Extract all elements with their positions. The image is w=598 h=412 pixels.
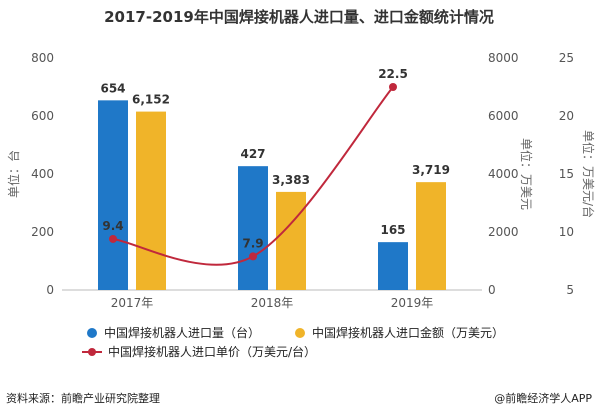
left-axis-title: 单位：台 (6, 150, 21, 198)
x-tick-label: 2017年 (111, 296, 154, 310)
point-unit-price (389, 83, 397, 91)
data-label-quantity: 654 (100, 81, 125, 95)
line-unit-price (112, 86, 394, 266)
bars-layer (98, 100, 446, 290)
data-label-unit-price: 9.4 (102, 219, 123, 233)
bar-import-quantity (378, 242, 408, 290)
labels-layer: 654 6,152 427 3,383 165 3,719 9.4 7.9 22.5 (100, 67, 450, 250)
data-label-amount: 3,383 (272, 173, 310, 187)
brand-note: @前瞻经济学人APP (494, 392, 592, 405)
legend-layer: 中国焊接机器人进口量（台） 中国焊接机器人进口金额（万美元） 中国焊接机器人进口单价… (82, 325, 504, 359)
axes-layer: 020040060080002000400060008000510152025单… (6, 51, 596, 310)
right1-tick-label: 8000 (488, 51, 519, 65)
right1-axis-title: 单位：万美元 (519, 138, 534, 210)
legend-swatch-amount (295, 328, 305, 338)
legend-swatch-quantity (87, 328, 97, 338)
left-tick-label: 600 (31, 109, 54, 123)
legend-label-amount: 中国焊接机器人进口金额（万美元） (312, 325, 504, 340)
x-tick-label: 2019年 (391, 296, 434, 310)
right2-tick-label: 25 (559, 51, 574, 65)
source-note: 资料来源：前瞻产业研究院整理 (6, 392, 160, 405)
left-tick-label: 800 (31, 51, 54, 65)
right2-tick-label: 15 (559, 167, 574, 181)
right1-tick-label: 4000 (488, 167, 519, 181)
left-tick-label: 200 (31, 225, 54, 239)
right2-tick-label: 5 (566, 283, 574, 297)
x-tick-label: 2018年 (251, 296, 294, 310)
chart-title: 2017-2019年中国焊接机器人进口量、进口金额统计情况 (104, 8, 494, 26)
legend-label-quantity: 中国焊接机器人进口量（台） (104, 325, 260, 340)
left-tick-label: 0 (46, 283, 54, 297)
left-tick-label: 400 (31, 167, 54, 181)
point-unit-price (249, 252, 257, 261)
bar-import-amount (416, 182, 446, 290)
legend-swatch-unit-price (88, 348, 96, 356)
right1-tick-label: 2000 (488, 225, 519, 239)
right1-tick-label: 0 (488, 283, 496, 297)
point-unit-price (109, 234, 117, 243)
data-label-unit-price: 22.5 (378, 67, 408, 81)
line-layer (109, 83, 397, 266)
right2-tick-label: 20 (559, 109, 574, 123)
right1-tick-label: 6000 (488, 109, 519, 123)
data-label-amount: 3,719 (412, 163, 450, 177)
data-label-amount: 6,152 (132, 93, 170, 107)
bar-import-amount (276, 191, 306, 290)
bar-import-quantity (238, 166, 268, 290)
right2-tick-label: 10 (559, 225, 574, 239)
right2-axis-title: 单位：万美元/台 (581, 130, 596, 218)
legend-label-unit-price: 中国焊接机器人进口单价（万美元/台） (108, 344, 316, 359)
data-label-quantity: 427 (240, 147, 265, 161)
bar-import-quantity (98, 100, 128, 290)
data-label-unit-price: 7.9 (242, 236, 263, 250)
bar-import-amount (136, 111, 166, 290)
data-label-quantity: 165 (380, 223, 405, 237)
